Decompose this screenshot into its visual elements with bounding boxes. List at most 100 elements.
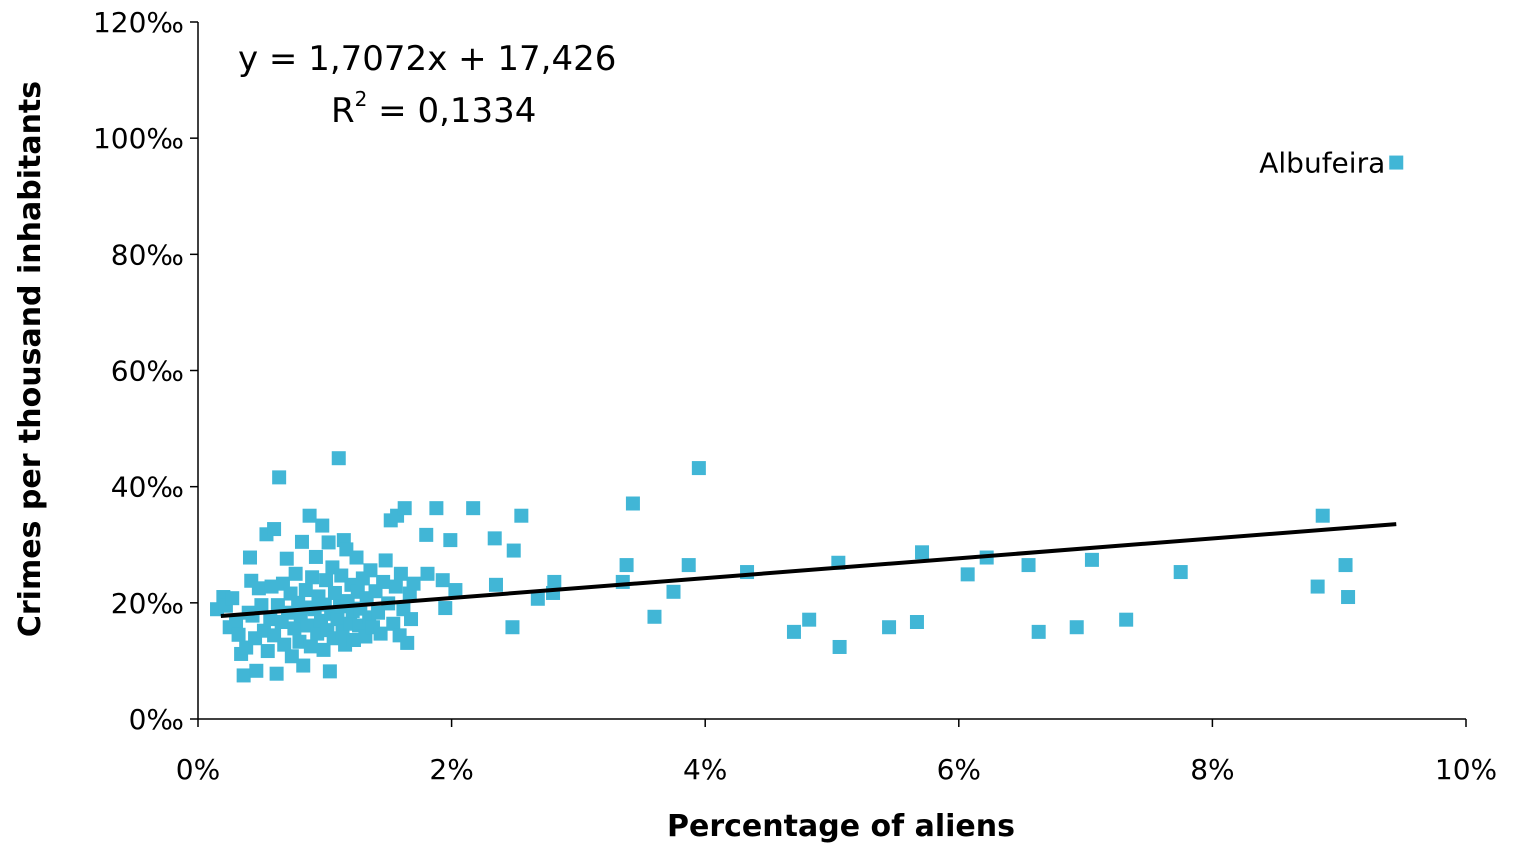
- data-point: [378, 553, 393, 568]
- data-point: [305, 570, 320, 585]
- x-axis-ticks: 0% 2% 4% 6% 8% 10%: [176, 719, 1497, 786]
- data-point: [443, 533, 458, 548]
- data-point: [420, 566, 435, 581]
- data-point: [284, 649, 299, 664]
- data-point: [960, 567, 975, 582]
- data-point: [269, 666, 284, 681]
- data-point: [802, 612, 817, 627]
- data-point: [397, 501, 412, 516]
- data-point: [547, 574, 562, 589]
- data-point: [1069, 620, 1084, 635]
- data-point: [308, 549, 323, 564]
- data-point: [279, 551, 294, 566]
- r-squared-prefix: R: [331, 91, 355, 131]
- data-point: [915, 545, 930, 560]
- data-point: [406, 576, 421, 591]
- data-point: [376, 574, 391, 589]
- data-point: [1341, 590, 1356, 605]
- data-point: [288, 566, 303, 581]
- data-point: [346, 633, 361, 648]
- x-tick-label: 2%: [429, 753, 473, 786]
- data-point: [296, 658, 311, 673]
- data-point: [625, 496, 640, 511]
- data-point: [681, 558, 696, 573]
- data-point: [302, 508, 317, 523]
- data-point: [287, 621, 302, 636]
- data-point: [647, 609, 662, 624]
- data-point: [832, 639, 847, 654]
- data-point: [330, 612, 345, 627]
- data-point: [435, 573, 450, 588]
- data-point: [487, 531, 502, 546]
- x-tick-label: 6%: [937, 753, 981, 786]
- data-point: [1119, 612, 1134, 627]
- y-axis-ticks: 0‰ 20‰ 40‰ 60‰ 80‰ 100‰ 120‰: [93, 6, 198, 736]
- data-points: [210, 155, 1404, 683]
- data-point: [1310, 579, 1325, 594]
- y-tick-label: 60‰: [111, 355, 184, 388]
- data-point: [363, 563, 378, 578]
- data-point: [1084, 552, 1099, 567]
- data-point: [264, 579, 279, 594]
- data-point: [666, 584, 681, 599]
- data-point: [1338, 558, 1353, 573]
- r-squared-label: R2 = 0,1334: [331, 87, 536, 131]
- data-point: [373, 626, 388, 641]
- data-point: [786, 624, 801, 639]
- data-point: [322, 664, 337, 679]
- data-point: [349, 550, 364, 565]
- data-point: [1021, 558, 1036, 573]
- y-tick-label: 100‰: [93, 122, 184, 155]
- r-squared-superscript: 2: [355, 87, 368, 111]
- data-point: [277, 637, 292, 652]
- data-point: [236, 668, 251, 683]
- data-point: [319, 573, 334, 588]
- data-point: [272, 470, 287, 485]
- y-tick-label: 0‰: [129, 703, 184, 736]
- y-tick-label: 40‰: [111, 471, 184, 504]
- albufeira-annotation: Albufeira: [1259, 147, 1385, 180]
- data-point: [321, 535, 336, 550]
- data-point: [254, 598, 269, 613]
- data-point: [267, 522, 282, 537]
- x-tick-label: 4%: [683, 753, 727, 786]
- y-tick-label: 120‰: [93, 6, 184, 39]
- data-point: [1173, 565, 1188, 580]
- data-point: [400, 635, 415, 650]
- data-point: [231, 627, 246, 642]
- y-axis-title: Crimes per thousand inhabitants: [13, 81, 48, 637]
- data-point: [419, 527, 434, 542]
- data-point: [882, 620, 897, 635]
- data-point: [619, 558, 634, 573]
- data-point: [303, 639, 318, 654]
- data-point: [691, 461, 706, 476]
- data-point: [294, 534, 309, 549]
- data-point: [249, 663, 264, 678]
- data-point: [327, 585, 342, 600]
- data-point: [316, 642, 331, 657]
- data-point: [242, 550, 257, 565]
- data-point: [514, 508, 529, 523]
- data-point: [388, 579, 403, 594]
- y-tick-label: 20‰: [111, 587, 184, 620]
- x-tick-label: 8%: [1190, 753, 1234, 786]
- x-axis-title: Percentage of aliens: [667, 809, 1015, 844]
- data-point: [251, 581, 266, 596]
- data-point: [448, 583, 463, 598]
- data-point: [393, 566, 408, 581]
- r-squared-value: = 0,1334: [367, 91, 536, 131]
- data-point: [466, 501, 481, 516]
- data-point: [225, 591, 240, 606]
- data-point: [530, 591, 545, 606]
- data-point: [229, 616, 244, 631]
- data-point: [506, 543, 521, 558]
- data-point: [909, 615, 924, 630]
- data-point: [1315, 508, 1330, 523]
- data-point: [263, 612, 278, 627]
- data-point: [292, 634, 307, 649]
- data-point: [331, 451, 346, 466]
- trendline: [220, 522, 1397, 618]
- data-point: [315, 518, 330, 533]
- data-point: [260, 644, 275, 659]
